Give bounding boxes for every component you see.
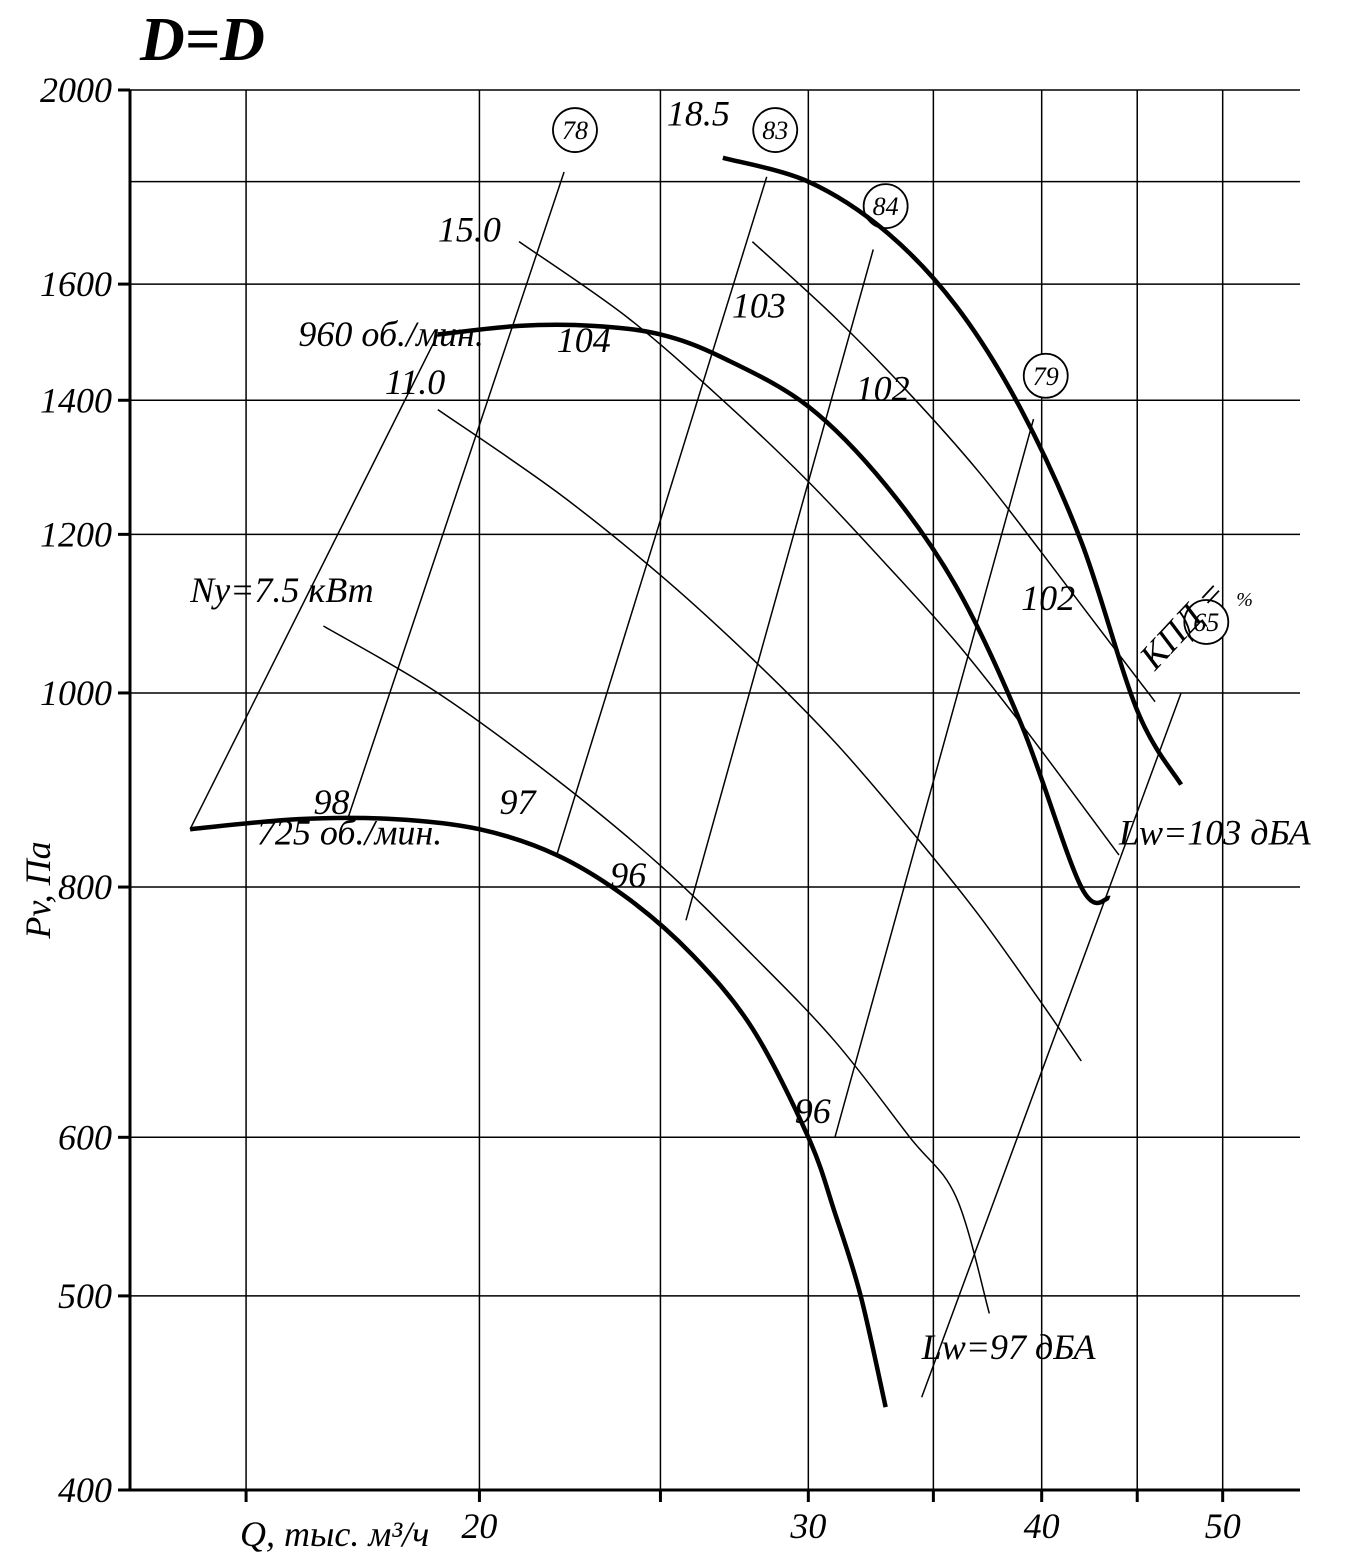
x-axis-title: Q, тыс. м³/ч — [240, 1514, 429, 1554]
y-tick-label: 2000 — [40, 70, 112, 110]
x-tick-label: 30 — [789, 1506, 826, 1546]
power-label: 15.0 — [438, 210, 501, 250]
y-axis-title: Pv, Па — [18, 841, 58, 939]
noise-value: 96 — [795, 1091, 831, 1131]
noise-value: 97 — [499, 782, 537, 822]
y-tick-label: 1200 — [40, 514, 112, 554]
fan-chart: 400 500 600 800 1000 1200 1400 1600 2000 20 30 40 50… — [0, 0, 1351, 1566]
fan-curve — [190, 818, 886, 1407]
fan-curve — [438, 325, 1110, 903]
y-tick-label: 500 — [58, 1276, 112, 1316]
power-label: 18.5 — [667, 94, 730, 134]
efficiency-line — [348, 172, 564, 819]
rpm-label: 725 об./мин. — [257, 813, 442, 853]
noise-value: 102 — [1021, 578, 1075, 618]
noise-value: 103 — [732, 285, 786, 325]
x-tick-label: 40 — [1024, 1506, 1060, 1546]
efficiency-value: 84 — [873, 192, 899, 221]
y-tick-label: 1400 — [40, 380, 112, 420]
efficiency-line — [686, 249, 873, 920]
efficiency-line — [835, 419, 1034, 1137]
efficiency-value: 79 — [1033, 362, 1059, 391]
efficiency-value: 78 — [562, 116, 588, 145]
power-curve — [323, 626, 989, 1313]
rpm-label: 960 об./мин. — [298, 314, 483, 354]
noise-value: 98 — [313, 782, 349, 822]
noise-value: 102 — [856, 368, 910, 408]
fan-curve — [723, 158, 1181, 785]
y-tick-label: 800 — [58, 867, 112, 907]
x-tick-label: 50 — [1205, 1506, 1241, 1546]
noise-value: 104 — [557, 320, 611, 360]
noise-value: 96 — [610, 855, 646, 895]
side-label: Lw=97 дБА — [921, 1327, 1097, 1367]
power-curve — [752, 242, 1155, 702]
power-label: Nу=7.5 кВт — [189, 570, 374, 610]
side-label: Lw=103 дБА — [1118, 813, 1312, 853]
chart-title: D=D — [139, 6, 265, 74]
efficiency-value: 83 — [762, 116, 788, 145]
x-tick-label: 20 — [461, 1506, 497, 1546]
power-curve — [438, 410, 1081, 1061]
power-label: 11.0 — [385, 362, 445, 402]
y-tick-label: 1000 — [40, 673, 112, 713]
y-tick-label: 1600 — [40, 264, 112, 304]
y-tick-label: 400 — [58, 1470, 112, 1510]
efficiency-line — [922, 693, 1181, 1397]
y-tick-label: 600 — [58, 1117, 112, 1157]
chart-svg: 400 500 600 800 1000 1200 1400 1600 2000 20 30 40 50… — [0, 0, 1351, 1566]
percent-sign: % — [1236, 589, 1253, 611]
